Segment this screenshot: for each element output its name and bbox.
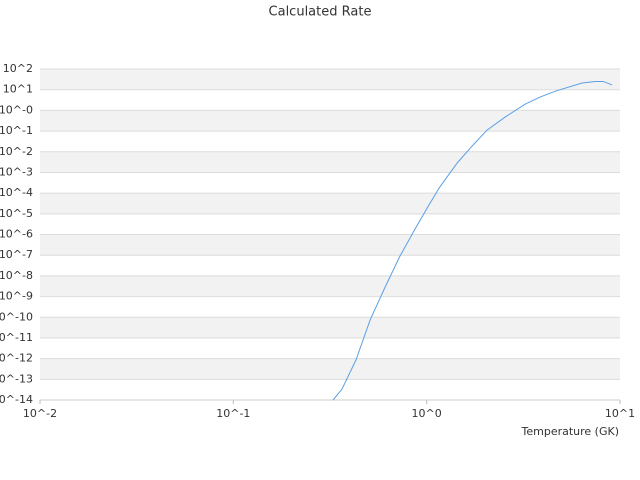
y-tick-label: 10^2 [3,62,33,75]
data-line [332,80,613,401]
y-tick-label: 10^-7 [0,248,33,261]
y-tick-label: 10^-3 [0,165,33,178]
x-axis-label: Temperature (GK) [521,425,620,438]
grid-band [40,317,620,338]
y-tick-label: 10^-0 [0,103,33,116]
grid-band [40,69,620,90]
y-tick-label: 10^-14 [0,393,33,406]
grid-band [40,110,620,132]
y-tick-label: 10^-4 [0,186,33,199]
y-tick-label: 10^-12 [0,352,33,365]
y-tick-label: 10^-11 [0,331,33,344]
grid-band [40,358,620,380]
y-tick-label: 10^1 [3,83,33,96]
y-tick-label: 10^-5 [0,207,33,220]
chart-title: Calculated Rate [269,5,372,20]
grid-band [40,151,620,173]
grid-band [40,193,620,214]
y-tick-label: 10^-6 [0,228,33,241]
y-tick-label: 10^-8 [0,269,33,282]
y-tick-label: 10^-9 [0,290,33,303]
grid-band [40,275,620,297]
y-tick-label: 10^-13 [0,372,33,385]
y-tick-label: 10^-1 [0,124,33,137]
grid-band [40,234,620,256]
x-tick-label: 10^0 [412,407,442,420]
y-tick-label: 10^-2 [0,145,33,158]
x-tick-label: 10^-1 [216,407,250,420]
x-tick-label: 10^1 [605,407,635,420]
y-tick-label: 10^-10 [0,310,33,323]
x-tick-label: 10^-2 [23,407,57,420]
